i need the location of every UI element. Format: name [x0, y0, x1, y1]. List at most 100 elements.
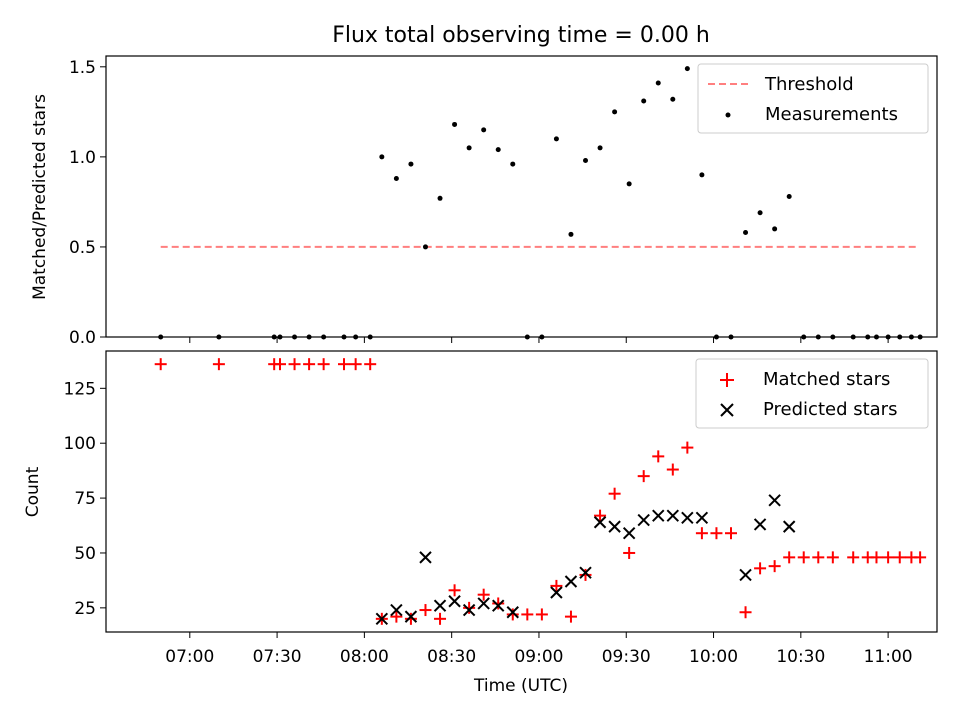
measurement-point	[801, 334, 807, 340]
measurement-point	[292, 334, 298, 340]
predicted-star-point	[637, 513, 650, 527]
predicted-star-point	[462, 603, 476, 617]
measurement-point	[437, 195, 443, 201]
count-x-tick-label: 07:00	[165, 647, 214, 667]
matched-star-point	[768, 560, 781, 573]
predicted-star-point	[782, 520, 796, 533]
predicted-star-point	[419, 551, 432, 564]
predicted-star-point	[593, 516, 607, 529]
measurement-point	[495, 147, 501, 153]
ratio-y-tick-label: 1.5	[69, 58, 96, 78]
matched-star-point	[349, 358, 362, 371]
count-y-tick-label: 25	[74, 599, 96, 619]
count-x-tick-label: 10:00	[689, 647, 738, 667]
threshold-legend-label: Threshold	[764, 74, 854, 95]
measurement-point	[422, 244, 428, 250]
matched-star-point	[914, 551, 927, 564]
measurement-point	[408, 161, 414, 167]
measurement-point	[713, 334, 719, 340]
matched-star-point	[521, 608, 534, 621]
count-x-axis: 07:00 07:30 08:00 08:30 09:00 09:30 10:00 10:30…	[165, 632, 913, 667]
measurement-point	[271, 334, 277, 340]
predicted-stars-series	[375, 494, 796, 626]
predicted-star-point	[550, 586, 563, 599]
predicted-star-point	[681, 511, 694, 525]
predicted-star-point	[375, 612, 389, 626]
matched-star-point	[870, 551, 883, 564]
measurement-point	[699, 172, 705, 178]
count-y-tick-label: 75	[74, 489, 96, 509]
matched-star-point	[579, 568, 592, 581]
predicted-star-point	[492, 599, 505, 612]
measurement-point	[873, 334, 879, 340]
matched-star-point	[288, 358, 301, 371]
matched-star-point	[710, 527, 723, 540]
measurement-point	[539, 334, 545, 340]
matched-star-point	[681, 441, 694, 454]
predicted-star-point	[695, 511, 709, 525]
measurement-point	[452, 121, 458, 127]
count-x-tick-label: 10:30	[776, 647, 825, 667]
matched-star-point	[535, 608, 548, 621]
ratio-legend: Threshold Measurements	[697, 63, 929, 134]
measurement-point	[481, 127, 487, 133]
predicted-star-point	[448, 595, 461, 608]
measurement-point	[786, 194, 792, 199]
matched-star-point	[303, 358, 316, 371]
predicted-legend-label: Predicted stars	[763, 399, 897, 420]
predicted-star-point	[404, 610, 418, 623]
count-legend: Matched stars Predicted stars	[695, 358, 929, 429]
matched-star-point	[317, 358, 330, 371]
matched-star-point	[608, 487, 621, 500]
count-x-tick-label: 11:00	[864, 647, 913, 667]
matched-star-point	[273, 358, 286, 371]
count-axes-frame	[105, 350, 938, 633]
measurement-point	[728, 334, 734, 340]
matched-star-point	[419, 604, 432, 617]
measurement-point	[917, 334, 923, 340]
predicted-star-point	[579, 566, 592, 579]
matched-star-point	[652, 450, 665, 463]
measurement-point	[885, 334, 891, 340]
count-y-axis: 25 50 75 100 125	[64, 379, 106, 619]
count-y-tick-label: 50	[74, 544, 96, 564]
measurement-point	[597, 145, 603, 151]
matched-star-point	[893, 551, 906, 564]
count-x-tick-label: 09:00	[514, 647, 563, 667]
matched-star-point	[724, 527, 737, 540]
measurement-point	[612, 109, 618, 115]
predicted-star-point	[622, 527, 636, 540]
count-x-tick-label: 09:30	[602, 647, 651, 667]
measurement-point	[306, 334, 312, 340]
count-x-tick-label: 08:30	[427, 647, 476, 667]
measurement-point	[321, 334, 327, 340]
count-ylabel: Count	[23, 466, 43, 517]
measurement-point	[850, 334, 856, 340]
matched-star-point	[797, 551, 810, 564]
matched-star-point	[154, 358, 167, 371]
measurement-point	[158, 334, 164, 340]
count-y-tick-label: 100	[64, 434, 96, 454]
measurement-point	[830, 334, 836, 340]
ratio-y-tick-label: 1.0	[69, 148, 96, 168]
matched-star-point	[463, 601, 476, 614]
matched-star-point	[754, 562, 767, 575]
matched-star-point	[550, 579, 563, 592]
matched-stars-series	[154, 358, 927, 625]
count-x-tick-label: 07:30	[253, 647, 302, 667]
matched-legend-swatch	[720, 373, 734, 387]
ratio-y-axis: 0.0 0.5 1.0 1.5	[69, 58, 106, 348]
measurement-point	[277, 334, 283, 340]
measurement-point	[568, 231, 574, 237]
ratio-axes-frame	[105, 55, 938, 338]
count-panel: Count Time (UTC) 25 50 75 100 125 07:00 07:30…	[23, 350, 938, 696]
predicted-star-point	[506, 606, 519, 619]
measurement-point	[524, 334, 530, 340]
chart-title: Flux total observing time = 0.00 h	[332, 23, 710, 48]
predicted-star-point	[564, 575, 578, 588]
ratio-y-tick-label: 0.5	[69, 238, 96, 258]
measurements-legend-swatch	[725, 112, 731, 118]
matched-star-point	[338, 358, 351, 371]
matched-star-point	[448, 584, 461, 597]
